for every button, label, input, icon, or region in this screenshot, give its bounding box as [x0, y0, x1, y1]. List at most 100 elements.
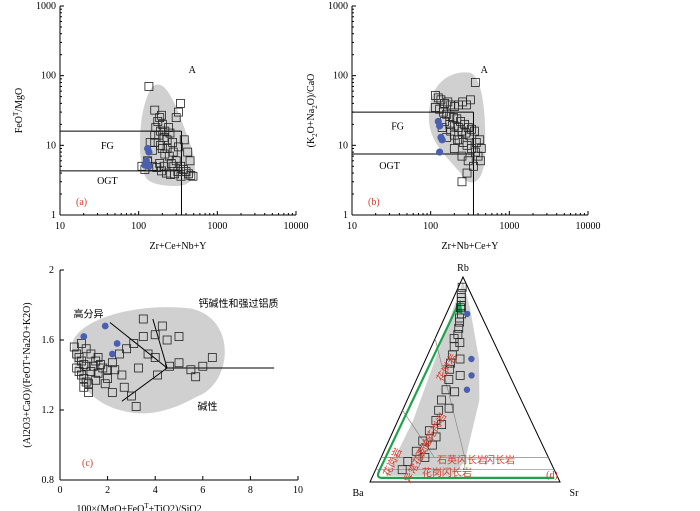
- data-square: [446, 358, 455, 368]
- x-tick-label: 10000: [576, 221, 601, 232]
- data-square: [433, 93, 443, 103]
- data-square: [185, 156, 195, 166]
- data-square: [151, 123, 161, 132]
- data-square: [440, 98, 449, 108]
- data-square: [88, 361, 98, 371]
- data-square: [157, 166, 166, 176]
- data-square: [86, 367, 96, 376]
- data-square: [170, 169, 179, 179]
- data-square: [162, 144, 172, 153]
- panel-b: 10 100 1000 100001101001000AFGOGT(b)Zr+Nb+C…: [306, 1, 601, 252]
- data-square: [156, 126, 165, 136]
- x-axis-label: 100×(MgO+FeOT+TiO2)/SiO2: [76, 502, 201, 511]
- data-square: [456, 301, 466, 311]
- data-square: [155, 113, 165, 123]
- data-square: [166, 159, 176, 168]
- data-square: [69, 342, 79, 352]
- x-tick-label: 100: [423, 221, 438, 232]
- data-square: [436, 395, 446, 405]
- data-square: [186, 365, 196, 375]
- data-square: [169, 161, 179, 171]
- field-line: [417, 457, 424, 470]
- data-square: [165, 361, 174, 371]
- region-label: 花岗闪长岩: [422, 466, 472, 479]
- data-square: [188, 171, 198, 181]
- data-square: [457, 177, 467, 187]
- data-square: [96, 360, 105, 369]
- data-square: [72, 349, 82, 359]
- y-tick-label: 2: [49, 265, 54, 276]
- data-square: [171, 113, 181, 123]
- boundary-line: [121, 367, 168, 402]
- x-tick-label: 0: [58, 485, 63, 496]
- data-square: [427, 440, 437, 450]
- data-square: [420, 452, 430, 462]
- data-dot: [113, 340, 121, 347]
- data-dot: [80, 333, 88, 340]
- data-square: [397, 465, 407, 475]
- region-label: 高分异: [74, 307, 104, 320]
- panel-label: (c): [82, 458, 93, 469]
- data-square: [98, 363, 108, 373]
- region-label: A: [481, 65, 489, 76]
- data-square: [168, 138, 178, 147]
- data-square: [434, 405, 444, 415]
- x-tick-label: 1000: [499, 221, 519, 232]
- data-square: [138, 314, 148, 324]
- data-square: [93, 368, 103, 378]
- data-square: [74, 353, 84, 362]
- vertex-label: Ba: [352, 488, 364, 499]
- data-dot: [101, 322, 109, 330]
- data-square: [441, 385, 451, 395]
- data-square: [91, 375, 101, 385]
- panel-label: (d): [546, 470, 558, 481]
- data-square: [138, 332, 148, 341]
- data-dot: [468, 355, 475, 363]
- data-square: [460, 119, 470, 129]
- data-square: [455, 354, 465, 364]
- x-tick-label: 6: [200, 485, 205, 496]
- data-square: [160, 149, 170, 159]
- data-square: [437, 420, 447, 430]
- data-square: [198, 361, 208, 371]
- data-square: [91, 356, 101, 366]
- boundary-line: [152, 318, 168, 369]
- y-axis-label: (K2O+Na2O)/CaO: [306, 74, 319, 148]
- data-square: [150, 138, 160, 147]
- data-square: [157, 110, 166, 120]
- data-square: [176, 171, 186, 181]
- data-square: [79, 374, 89, 383]
- data-square: [455, 370, 465, 380]
- data-square: [150, 330, 160, 340]
- data-square: [176, 98, 185, 108]
- data-square: [444, 403, 454, 413]
- data-square: [450, 387, 460, 397]
- region-label: OGT: [97, 176, 118, 187]
- data-square: [93, 353, 103, 362]
- x-tick-label: 10: [293, 485, 303, 496]
- panel-label: (a): [76, 197, 87, 208]
- data-square: [176, 161, 185, 171]
- data-square: [134, 363, 143, 373]
- data-square: [403, 457, 413, 466]
- x-tick-label: 4: [153, 485, 158, 496]
- region-label: 闪长岩: [485, 454, 515, 467]
- data-square: [456, 303, 465, 313]
- y-axis-label: FeOT/MgO: [12, 88, 25, 133]
- data-square: [110, 365, 120, 375]
- data-square: [86, 349, 96, 359]
- data-square: [445, 364, 455, 374]
- y-tick-label: 100: [41, 71, 56, 82]
- y-tick-label: 1.6: [42, 335, 55, 346]
- data-square: [72, 363, 82, 373]
- data-square: [449, 144, 459, 153]
- data-square: [457, 151, 467, 161]
- data-square: [168, 147, 178, 157]
- data-square: [117, 370, 127, 380]
- data-square: [150, 353, 160, 362]
- y-tick-label: 1: [51, 210, 56, 221]
- data-dot: [436, 148, 444, 156]
- data-square: [131, 402, 141, 411]
